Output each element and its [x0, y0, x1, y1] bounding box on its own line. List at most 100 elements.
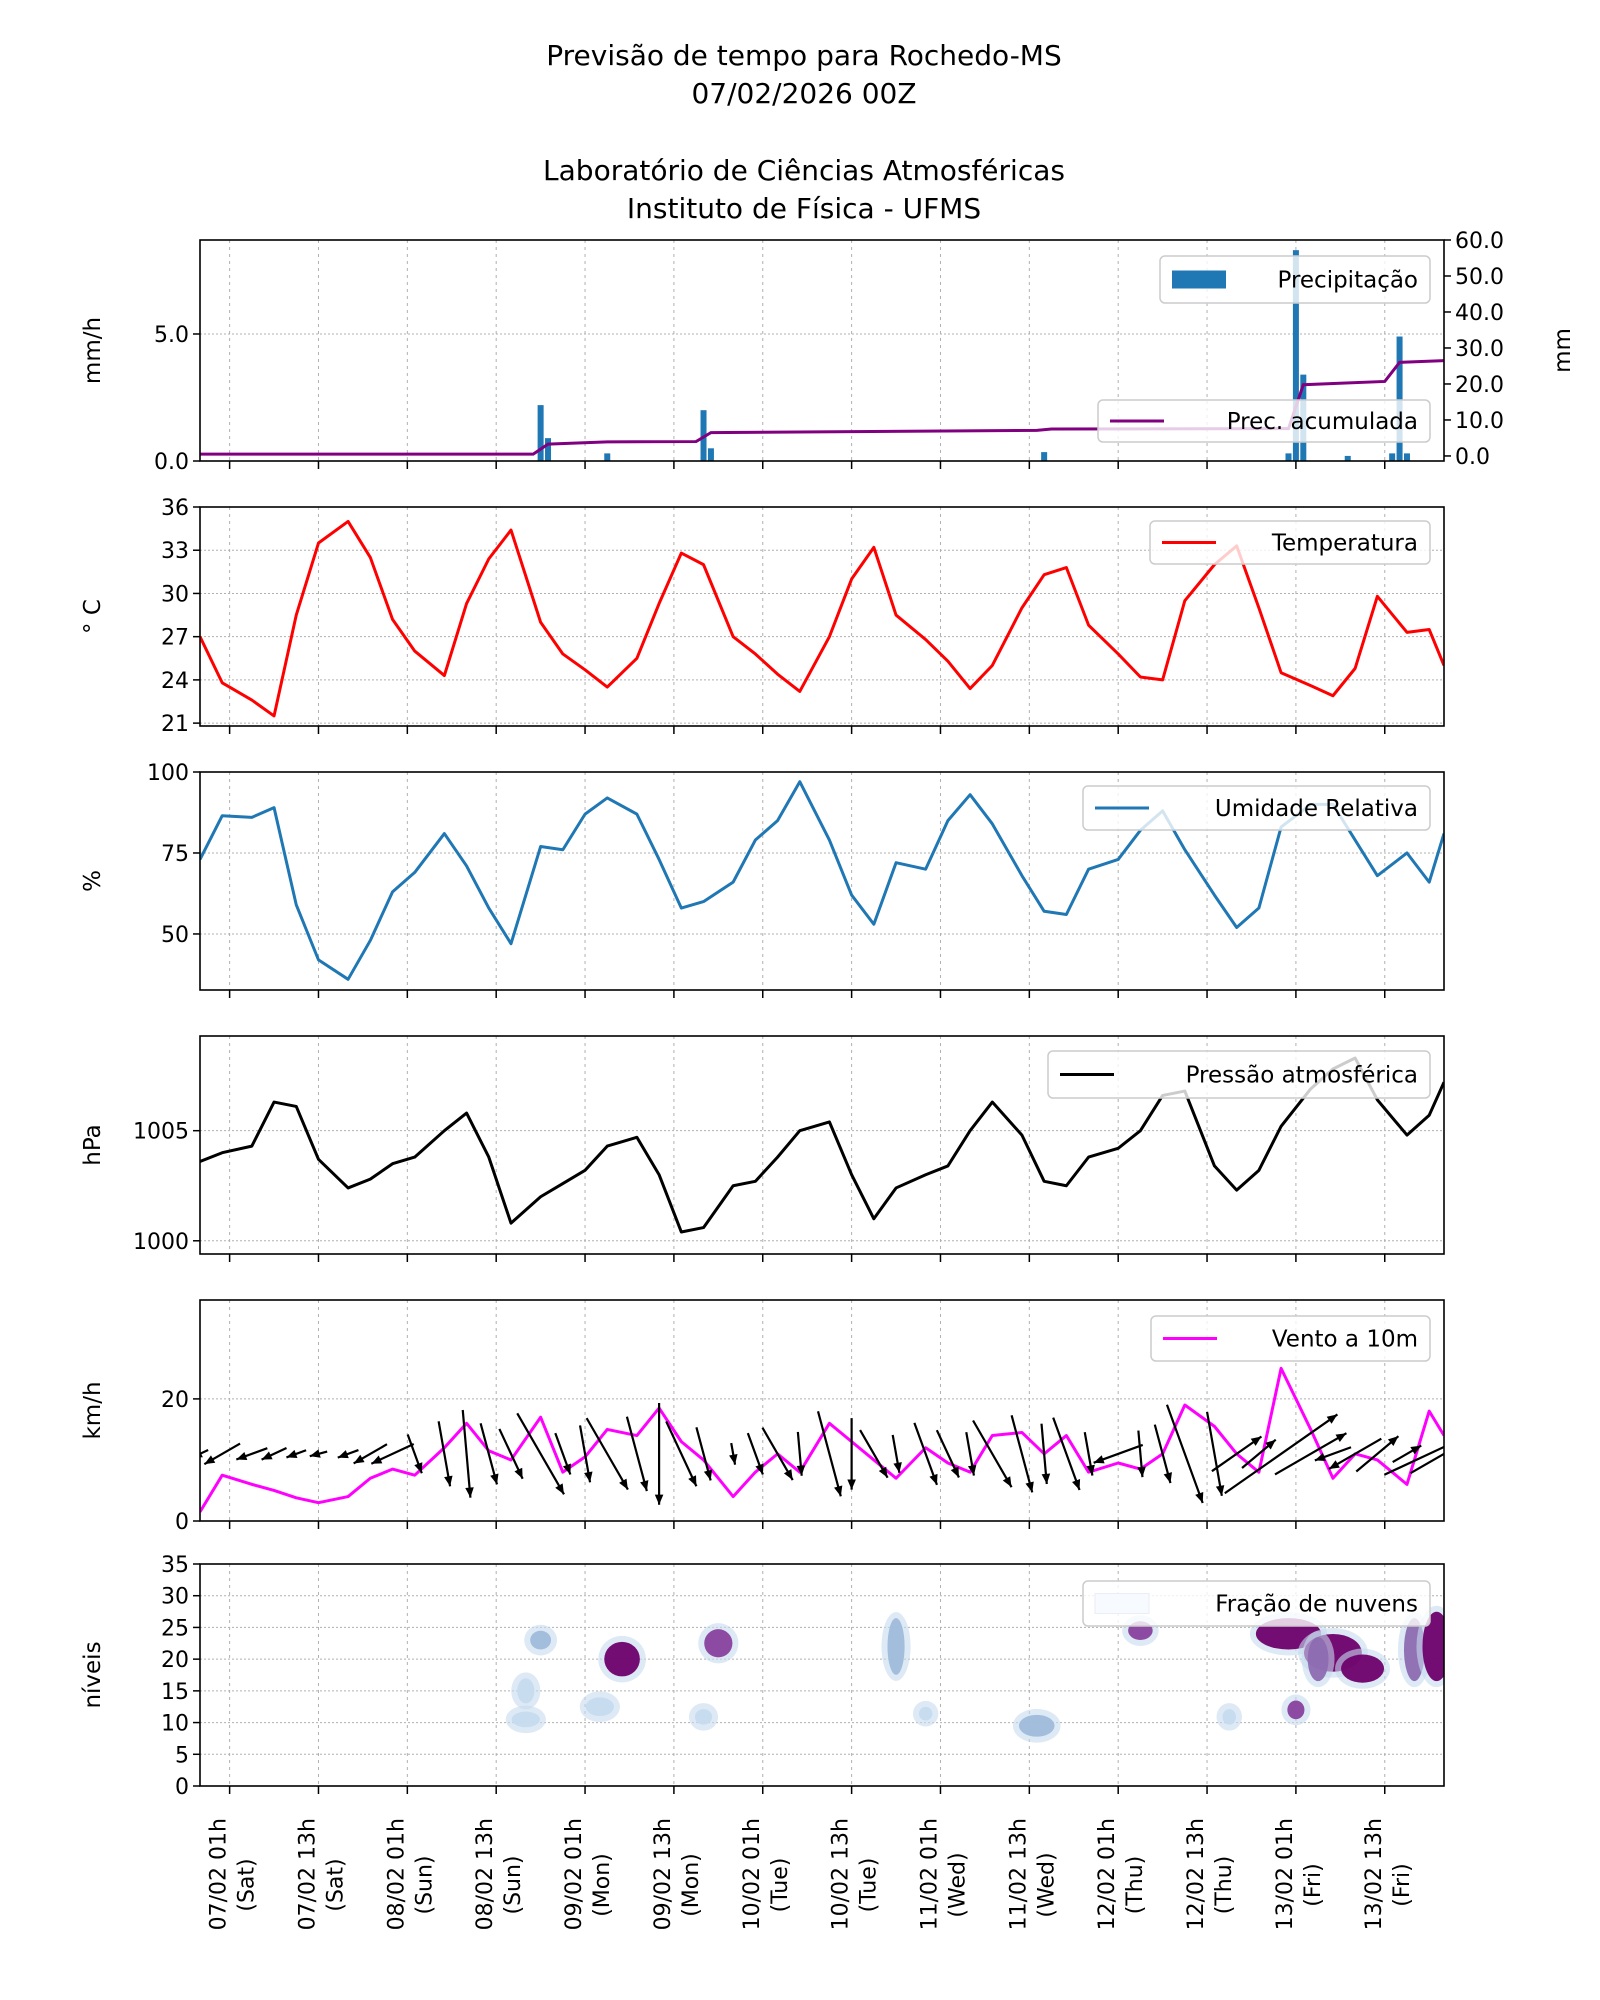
plot-area [200, 1056, 1444, 1234]
wind-arrow [1211, 1435, 1263, 1473]
wind-arrow [479, 1423, 499, 1485]
cloud-cell [524, 1624, 558, 1656]
legend: Precipitação [1159, 255, 1431, 304]
cloud-cell [1301, 1631, 1335, 1688]
legend-label: Vento a 10m [1272, 1327, 1418, 1353]
legend-frame [1082, 785, 1431, 831]
wind-arrow [585, 1417, 629, 1491]
wind-arrow [859, 1429, 889, 1479]
wind-arrow [1093, 1443, 1144, 1464]
title-line-1: Previsão de tempo para Rochedo-MS [546, 39, 1061, 72]
cloud-cell [505, 1705, 546, 1734]
legend-label: Fração de nuvens [1215, 1592, 1418, 1618]
legend-frame [1149, 520, 1431, 565]
legend-frame [1097, 399, 1431, 443]
cloud-cell [1216, 1703, 1242, 1731]
x-tick-label-day: (Sat) [235, 1858, 260, 1911]
y-tick-label: 0 [175, 1775, 189, 1800]
precip-bar [1041, 452, 1048, 461]
panel-4: 1000 1005 hPa [80, 1035, 1445, 1262]
series-line-vento-a-10m [200, 1366, 1444, 1513]
x-tick-label-date: 11/02 01h [917, 1818, 942, 1930]
legend-frame [1150, 1315, 1431, 1362]
x-tick-label-date: 09/02 01h [562, 1818, 587, 1930]
wind-arrow [891, 1434, 902, 1473]
wind-arrow [1165, 1404, 1204, 1504]
wind-arrow [1410, 1452, 1444, 1475]
legend-label: Prec. acumulada [1227, 409, 1418, 435]
x-tick-label-day: (Tue) [768, 1858, 793, 1913]
legend-frame [1047, 1050, 1431, 1099]
plot-area [200, 1366, 1444, 1513]
wind-arrow [337, 1449, 359, 1459]
precip-bar [1292, 250, 1299, 461]
wind-arrow [235, 1447, 268, 1461]
plot-area [200, 780, 1444, 981]
y-tick-label: 20 [161, 1388, 189, 1413]
legend-label: Umidade Relativa [1215, 796, 1418, 822]
y-tick-label: 0 [175, 1510, 189, 1535]
wind-arrow [406, 1434, 423, 1474]
plot-area [505, 1605, 1444, 1743]
x-tick-label-date: 10/02 13h [829, 1818, 854, 1930]
y-tick-label: 27 [161, 626, 189, 651]
cloud-cell [881, 1612, 911, 1681]
y-axis-label: % [80, 870, 106, 892]
panel-5: 0 20 km/h [80, 1299, 1445, 1535]
y-tick-label: 50 [161, 923, 189, 948]
cloud-cell [579, 1691, 620, 1723]
legend: Temperatura [1149, 520, 1431, 565]
wind-arrow [695, 1426, 713, 1481]
panel-1: 0.0 5.0 0.0 10.0 20.0 30.0 40.0 50.0 60.0 mm mm/h [80, 229, 1576, 475]
precip-bar [545, 438, 552, 461]
wind-arrow [965, 1431, 977, 1476]
x-tick-label-date: 08/02 01h [384, 1818, 409, 1930]
precip-bar [537, 405, 544, 461]
x-tick-label-day: (Sun) [501, 1855, 526, 1914]
y-right-tick-label: 20.0 [1455, 373, 1504, 398]
wind-arrow [370, 1442, 415, 1465]
legend-frame [1159, 255, 1431, 304]
wind-arrow [935, 1429, 960, 1478]
wind-arrow [1241, 1438, 1277, 1469]
y-right-tick-label: 60.0 [1455, 229, 1504, 254]
wind-arrow [913, 1422, 938, 1486]
precip-bar [1403, 453, 1410, 461]
x-tick-label-date: 07/02 13h [295, 1818, 320, 1930]
wind-arrow [1052, 1417, 1081, 1491]
wind-arrow [498, 1428, 524, 1480]
x-tick-label-day: (Sat) [323, 1858, 348, 1911]
title-line-2: 07/02/2026 00Z [691, 77, 916, 110]
wind-arrow [1274, 1432, 1347, 1476]
precip-bar [1389, 453, 1396, 461]
axes-frame [199, 1299, 1445, 1522]
wind-arrow [1137, 1430, 1146, 1478]
wind-arrow [1392, 1444, 1422, 1464]
y-tick-label: 36 [161, 496, 189, 521]
wind-arrow [625, 1416, 649, 1492]
y-tick-label: 100 [147, 761, 189, 786]
x-tick-label-date: 08/02 13h [473, 1818, 498, 1930]
x-tick-label-day: (Thu) [1123, 1856, 1148, 1915]
x-tick-label-day: (Wed) [1034, 1852, 1059, 1917]
legend-frame [1082, 1580, 1431, 1627]
y-tick-label: 24 [161, 669, 189, 694]
panel-2: 21 24 27 30 33 36 ° C [80, 496, 1445, 737]
x-tick-label-date: 10/02 01h [740, 1818, 765, 1930]
panel-6: 0 5 10 15 20 25 30 35 níveis [80, 1553, 1445, 1800]
wind-arrow [353, 1443, 388, 1465]
precip-bar [604, 453, 611, 461]
y-tick-label: 35 [161, 1553, 189, 1578]
wind-arrow [554, 1432, 572, 1475]
axes-frame [199, 1035, 1445, 1255]
cloud-cell [598, 1635, 646, 1683]
wind-arrow [1205, 1411, 1225, 1497]
cloud-cell [1012, 1708, 1061, 1743]
y-tick-label: 30 [161, 1585, 189, 1610]
wind-arrow [1010, 1415, 1034, 1493]
wind-arrow [1328, 1437, 1382, 1470]
series-line-temperatura [200, 519, 1444, 718]
axes-frame [199, 1563, 1445, 1787]
x-tick-label-date: 13/02 13h [1362, 1818, 1387, 1930]
wind-arrow [816, 1411, 843, 1497]
